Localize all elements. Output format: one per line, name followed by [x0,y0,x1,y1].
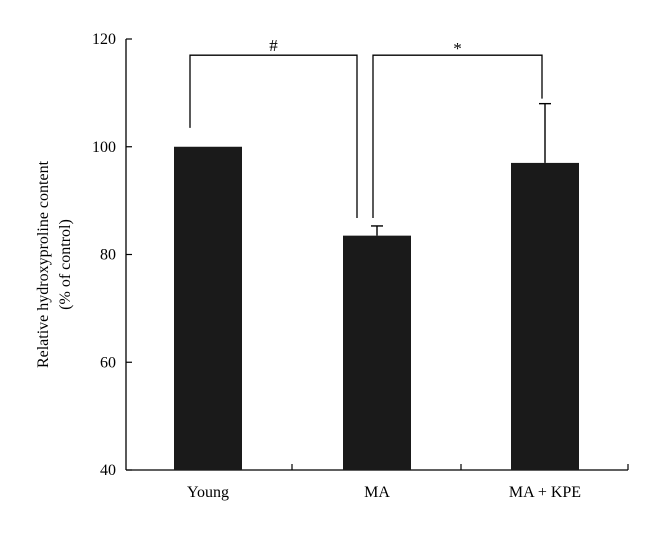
x-tick-label: MA + KPE [509,484,581,501]
error-bars [371,102,551,236]
y-tick-label: 120 [92,31,116,48]
bracket-ma-kpe [372,54,543,218]
significance-label-star: * [453,39,462,58]
bar [343,235,411,470]
significance-brackets: # * [189,36,543,218]
y-tick-label: 60 [100,354,116,371]
y-tick-label: 80 [100,247,116,264]
bar [511,162,579,470]
x-tick-label: MA [364,484,390,501]
x-tick-label: Young [187,484,229,501]
bars [174,146,579,470]
y-tick-label: 100 [92,139,116,156]
bar [174,146,242,470]
y-axis-title-line2: (% of control) [57,219,74,310]
bracket-young-ma [189,54,358,218]
significance-label-hash: # [269,36,278,55]
y-tick-label: 40 [100,462,116,479]
y-axis-title-line1: Relative hydroxyproline content [35,160,52,368]
